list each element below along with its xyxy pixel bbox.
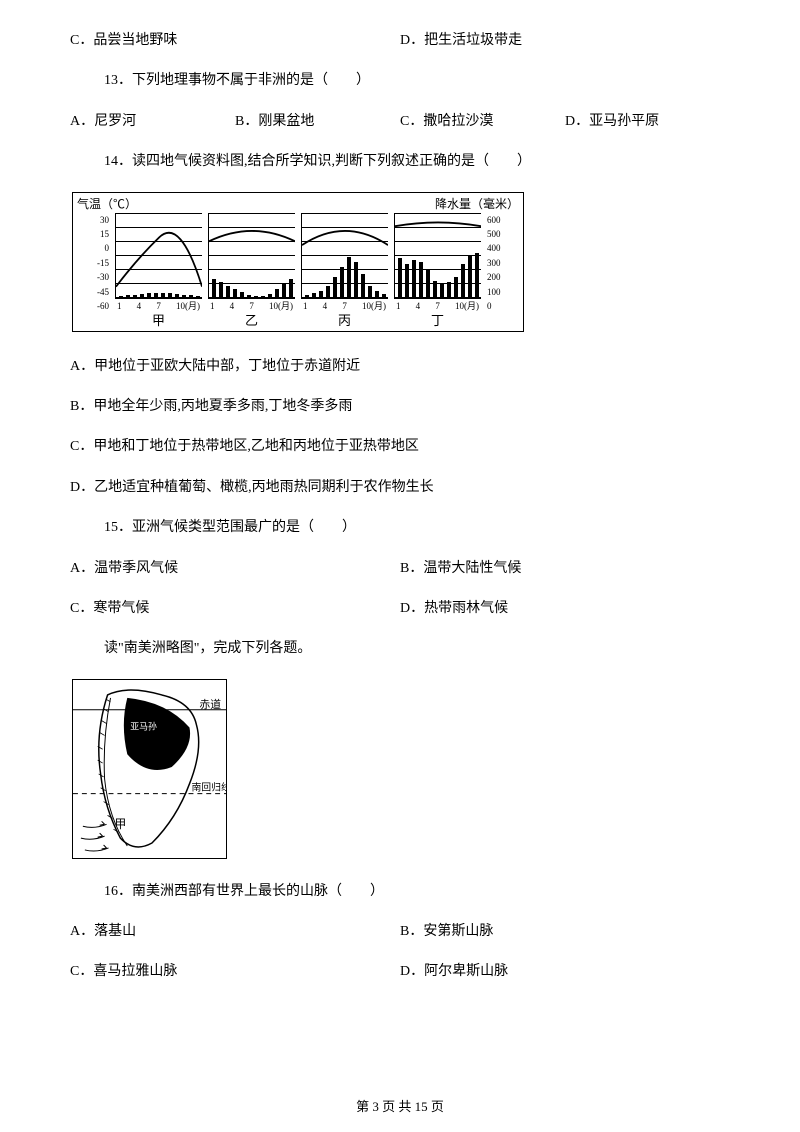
q15-stem: 15．亚洲气候类型范围最广的是（ ） [70, 517, 730, 539]
q13-option-c: C．撒哈拉沙漠 [400, 111, 565, 133]
ltick: -45 [79, 285, 109, 299]
xtick: 4 [137, 299, 142, 311]
bars-ding [395, 213, 481, 298]
q12-option-d: D．把生活垃圾带走 [400, 30, 730, 52]
q14-option-b: B．甲地全年少雨,丙地夏季多雨,丁地冬季多雨 [70, 396, 730, 418]
rtick: 300 [487, 256, 517, 270]
q16-option-b: B．安第斯山脉 [400, 921, 730, 943]
xtick: 10(月) [362, 299, 386, 311]
page-footer: 第 3 页 共 15 页 [0, 1097, 800, 1118]
xtick: 7 [249, 299, 254, 311]
panel-label: 丙 [301, 311, 388, 327]
chart-right-ticks: 600 500 400 300 200 100 0 [487, 213, 517, 327]
bars-yi [209, 213, 295, 298]
q15-row2: C．寒带气候 D．热带雨林气候 [70, 598, 730, 620]
ltick: -30 [79, 270, 109, 284]
passage-text: 读"南美洲略图"，完成下列各题。 [70, 638, 730, 660]
ltick: 0 [79, 241, 109, 255]
q16-option-d: D．阿尔卑斯山脉 [400, 961, 730, 983]
chart-left-ticks: 30 15 0 -15 -30 -45 -60 [79, 213, 109, 327]
xtick: 10(月) [455, 299, 479, 311]
xtick: 1 [210, 299, 215, 311]
xtick: 4 [323, 299, 328, 311]
q14-option-c: C．甲地和丁地位于热带地区,乙地和丙地位于亚热带地区 [70, 436, 730, 458]
panel-label: 丁 [394, 311, 481, 327]
q14-option-d: D．乙地适宜种植葡萄、橄榄,丙地雨热同期利于农作物生长 [70, 477, 730, 499]
bars-jia [116, 213, 202, 298]
q16-row2: C．喜马拉雅山脉 D．阿尔卑斯山脉 [70, 961, 730, 983]
chart-left-axis-label: 气温（℃） [77, 195, 137, 214]
map-basin-label: 亚马孙 [130, 720, 157, 731]
panel-bing: 1 4 7 10(月) 丙 [301, 213, 388, 327]
xtick: 7 [435, 299, 440, 311]
q13-option-a: A．尼罗河 [70, 111, 235, 133]
rtick: 200 [487, 270, 517, 284]
q15-option-c: C．寒带气候 [70, 598, 400, 620]
panel-label: 乙 [208, 311, 295, 327]
q16-option-c: C．喜马拉雅山脉 [70, 961, 400, 983]
map-equator-label: 赤道 [199, 696, 221, 710]
q14-stem: 14．读四地气候资料图,结合所学知识,判断下列叙述正确的是（ ） [70, 151, 730, 173]
climate-chart: 气温（℃） 降水量（毫米） 30 15 0 -15 -30 -45 -60 1 … [72, 192, 524, 332]
rtick: 400 [487, 241, 517, 255]
q15-option-a: A．温带季风气候 [70, 558, 400, 580]
panel-yi: 1 4 7 10(月) 乙 [208, 213, 295, 327]
rtick: 500 [487, 227, 517, 241]
xtick: 1 [303, 299, 308, 311]
q16-option-a: A．落基山 [70, 921, 400, 943]
map-tropic-label: 南回归线 [191, 780, 226, 793]
map-jia-label: 甲 [114, 817, 126, 831]
panel-jia: 1 4 7 10(月) 甲 [115, 213, 202, 327]
bars-bing [302, 213, 388, 298]
xtick: 1 [396, 299, 401, 311]
xtick: 4 [230, 299, 235, 311]
q15-option-d: D．热带雨林气候 [400, 598, 730, 620]
q15-row1: A．温带季风气候 B．温带大陆性气候 [70, 558, 730, 580]
q13-stem: 13．下列地理事物不属于非洲的是（ ） [70, 70, 730, 92]
xtick: 7 [156, 299, 161, 311]
rtick: 0 [487, 299, 517, 313]
rtick: 600 [487, 213, 517, 227]
q13-option-b: B．刚果盆地 [235, 111, 400, 133]
panel-label: 甲 [115, 311, 202, 327]
q13-option-d: D．亚马孙平原 [565, 111, 730, 133]
xtick: 10(月) [176, 299, 200, 311]
ltick: -60 [79, 299, 109, 313]
ltick: 30 [79, 213, 109, 227]
chart-right-axis-label: 降水量（毫米） [435, 195, 519, 214]
q14-option-a: A．甲地位于亚欧大陆中部，丁地位于赤道附近 [70, 356, 730, 378]
q12-options-row: C．品尝当地野味 D．把生活垃圾带走 [70, 30, 730, 52]
q15-option-b: B．温带大陆性气候 [400, 558, 730, 580]
q16-row1: A．落基山 B．安第斯山脉 [70, 921, 730, 943]
rtick: 100 [487, 285, 517, 299]
xtick: 4 [416, 299, 421, 311]
ltick: -15 [79, 256, 109, 270]
xtick: 10(月) [269, 299, 293, 311]
xtick: 7 [342, 299, 347, 311]
q13-options: A．尼罗河 B．刚果盆地 C．撒哈拉沙漠 D．亚马孙平原 [70, 111, 730, 133]
ltick: 15 [79, 227, 109, 241]
q12-option-c: C．品尝当地野味 [70, 30, 400, 52]
panel-ding: 1 4 7 10(月) 丁 [394, 213, 481, 327]
q16-stem: 16．南美洲西部有世界上最长的山脉（ ） [70, 881, 730, 903]
south-america-map: 赤道 南回归线 甲 亚马孙 [72, 679, 227, 859]
xtick: 1 [117, 299, 122, 311]
